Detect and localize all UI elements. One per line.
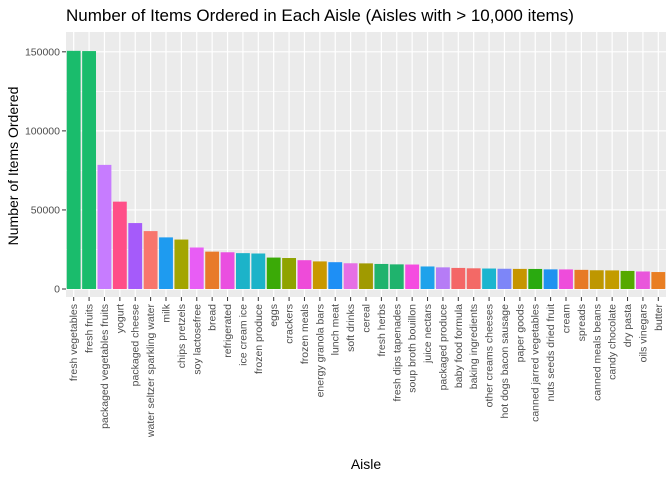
x-tick-label: lunch meat xyxy=(330,304,342,355)
x-tick-label: dry pasta xyxy=(622,304,634,347)
bar-milk xyxy=(159,237,173,289)
y-axis-title: Number of Items Ordered xyxy=(5,87,21,246)
chart-title: Number of Items Ordered in Each Aisle (A… xyxy=(66,6,574,25)
bar-paper-goods xyxy=(512,268,527,289)
x-tick-label: fresh herbs xyxy=(376,304,388,357)
bar-packaged-vegetables-fruits xyxy=(97,164,112,289)
x-tick-label: juice nectars xyxy=(422,304,434,364)
y-tick-label: 50000 xyxy=(31,204,60,216)
bar-spreads xyxy=(574,269,589,289)
bar-packaged-cheese xyxy=(128,223,143,289)
bar-fresh-vegetables xyxy=(66,50,81,289)
bar-fresh-herbs xyxy=(374,263,389,289)
bar-nuts-seeds-dried-fruit xyxy=(543,269,558,289)
bar-energy-granola-bars xyxy=(312,261,327,289)
x-tick-label: eggs xyxy=(268,304,280,327)
x-tick-label: candy chocolate xyxy=(607,304,619,380)
bar-juice-nectars xyxy=(420,266,435,289)
x-tick-label: butter xyxy=(653,304,665,331)
bar-butter xyxy=(651,272,666,289)
x-tick-label: canned jarred vegetables xyxy=(530,304,542,422)
y-tick-label: 100000 xyxy=(25,125,60,137)
bar-baking-ingredients xyxy=(466,268,481,289)
x-tick-label: bread xyxy=(207,304,219,331)
x-tick-label: milk xyxy=(161,303,173,322)
bar-other-creams-cheeses xyxy=(482,268,496,289)
bar-candy-chocolate xyxy=(605,270,620,289)
bar-lunch-meat xyxy=(328,262,343,289)
x-tick-label: packaged vegetables fruits xyxy=(99,304,111,429)
x-tick-label: cereal xyxy=(361,304,373,333)
x-tick-label: yogurt xyxy=(114,304,126,333)
bar-packaged-produce xyxy=(436,267,450,289)
x-tick-label: refrigerated xyxy=(222,304,234,358)
bar-canned-jarred-vegetables xyxy=(528,268,543,289)
bar-soft-drinks xyxy=(343,263,358,289)
bar-soy-lactosefree xyxy=(189,247,204,289)
y-tick-label: 150000 xyxy=(25,46,60,58)
bar-eggs xyxy=(266,257,281,289)
x-tick-label: baby food formula xyxy=(453,304,465,388)
bar-hot-dogs-bacon-sausage xyxy=(497,268,512,289)
x-tick-label: nuts seeds dried fruit xyxy=(545,304,557,402)
x-tick-label: chips pretzels xyxy=(176,304,188,368)
x-tick-label: soy lactosefree xyxy=(191,304,203,375)
bar-oils-vinegars xyxy=(636,271,650,289)
x-tick-label: energy granola bars xyxy=(314,304,326,397)
x-tick-label: packaged produce xyxy=(437,304,449,391)
y-axis: 0 50000 100000 150000 xyxy=(25,46,66,296)
x-tick-label: crackers xyxy=(284,304,296,344)
x-axis: fresh vegetables fresh fruits packaged veg… xyxy=(68,297,665,438)
x-tick-label: canned meals beans xyxy=(591,304,603,401)
bar-chips-pretzels xyxy=(174,239,189,289)
bar-bread xyxy=(205,251,220,289)
bar-refrigerated xyxy=(220,252,235,289)
bar-cream xyxy=(559,269,573,289)
x-tick-label: hot dogs bacon sausage xyxy=(499,304,511,419)
x-tick-label: water seltzer sparkling water xyxy=(145,304,157,439)
x-tick-label: packaged cheese xyxy=(130,304,142,386)
bar-soup-broth-bouillon xyxy=(405,264,420,289)
bars xyxy=(66,50,666,289)
x-tick-label: soft drinks xyxy=(345,304,357,352)
x-tick-label: cream xyxy=(561,304,573,333)
x-tick-label: oils vinegars xyxy=(637,304,649,362)
bar-fresh-fruits xyxy=(82,51,96,289)
x-tick-label: frozen produce xyxy=(253,304,265,374)
x-tick-label: other creams cheeses xyxy=(484,304,496,407)
x-tick-label: fresh fruits xyxy=(84,304,96,353)
bar-yogurt xyxy=(112,201,127,289)
y-tick-label: 0 xyxy=(54,284,60,296)
x-tick-label: soup broth bouillon xyxy=(407,304,419,393)
bar-fresh-dips-tapenades xyxy=(389,264,404,289)
x-axis-title: Aisle xyxy=(351,456,382,472)
bar-frozen-meals xyxy=(297,260,312,289)
bar-crackers xyxy=(282,258,296,289)
bar-water-seltzer-sparkling-water xyxy=(143,231,158,289)
bar-dry-pasta xyxy=(620,270,635,289)
x-tick-label: fresh dips tapenades xyxy=(391,304,403,401)
bar-ice-cream-ice xyxy=(236,253,250,289)
bar-cereal xyxy=(359,263,373,289)
x-tick-label: fresh vegetables xyxy=(68,304,80,381)
x-tick-label: baking ingredients xyxy=(468,304,480,389)
x-tick-label: spreads xyxy=(576,304,588,341)
x-tick-label: ice cream ice xyxy=(237,304,249,366)
x-tick-label: frozen meals xyxy=(299,304,311,364)
bar-canned-meals-beans xyxy=(589,270,604,289)
bar-baby-food-formula xyxy=(451,267,466,289)
x-tick-label: paper goods xyxy=(514,304,526,362)
bar-frozen-produce xyxy=(251,253,266,289)
